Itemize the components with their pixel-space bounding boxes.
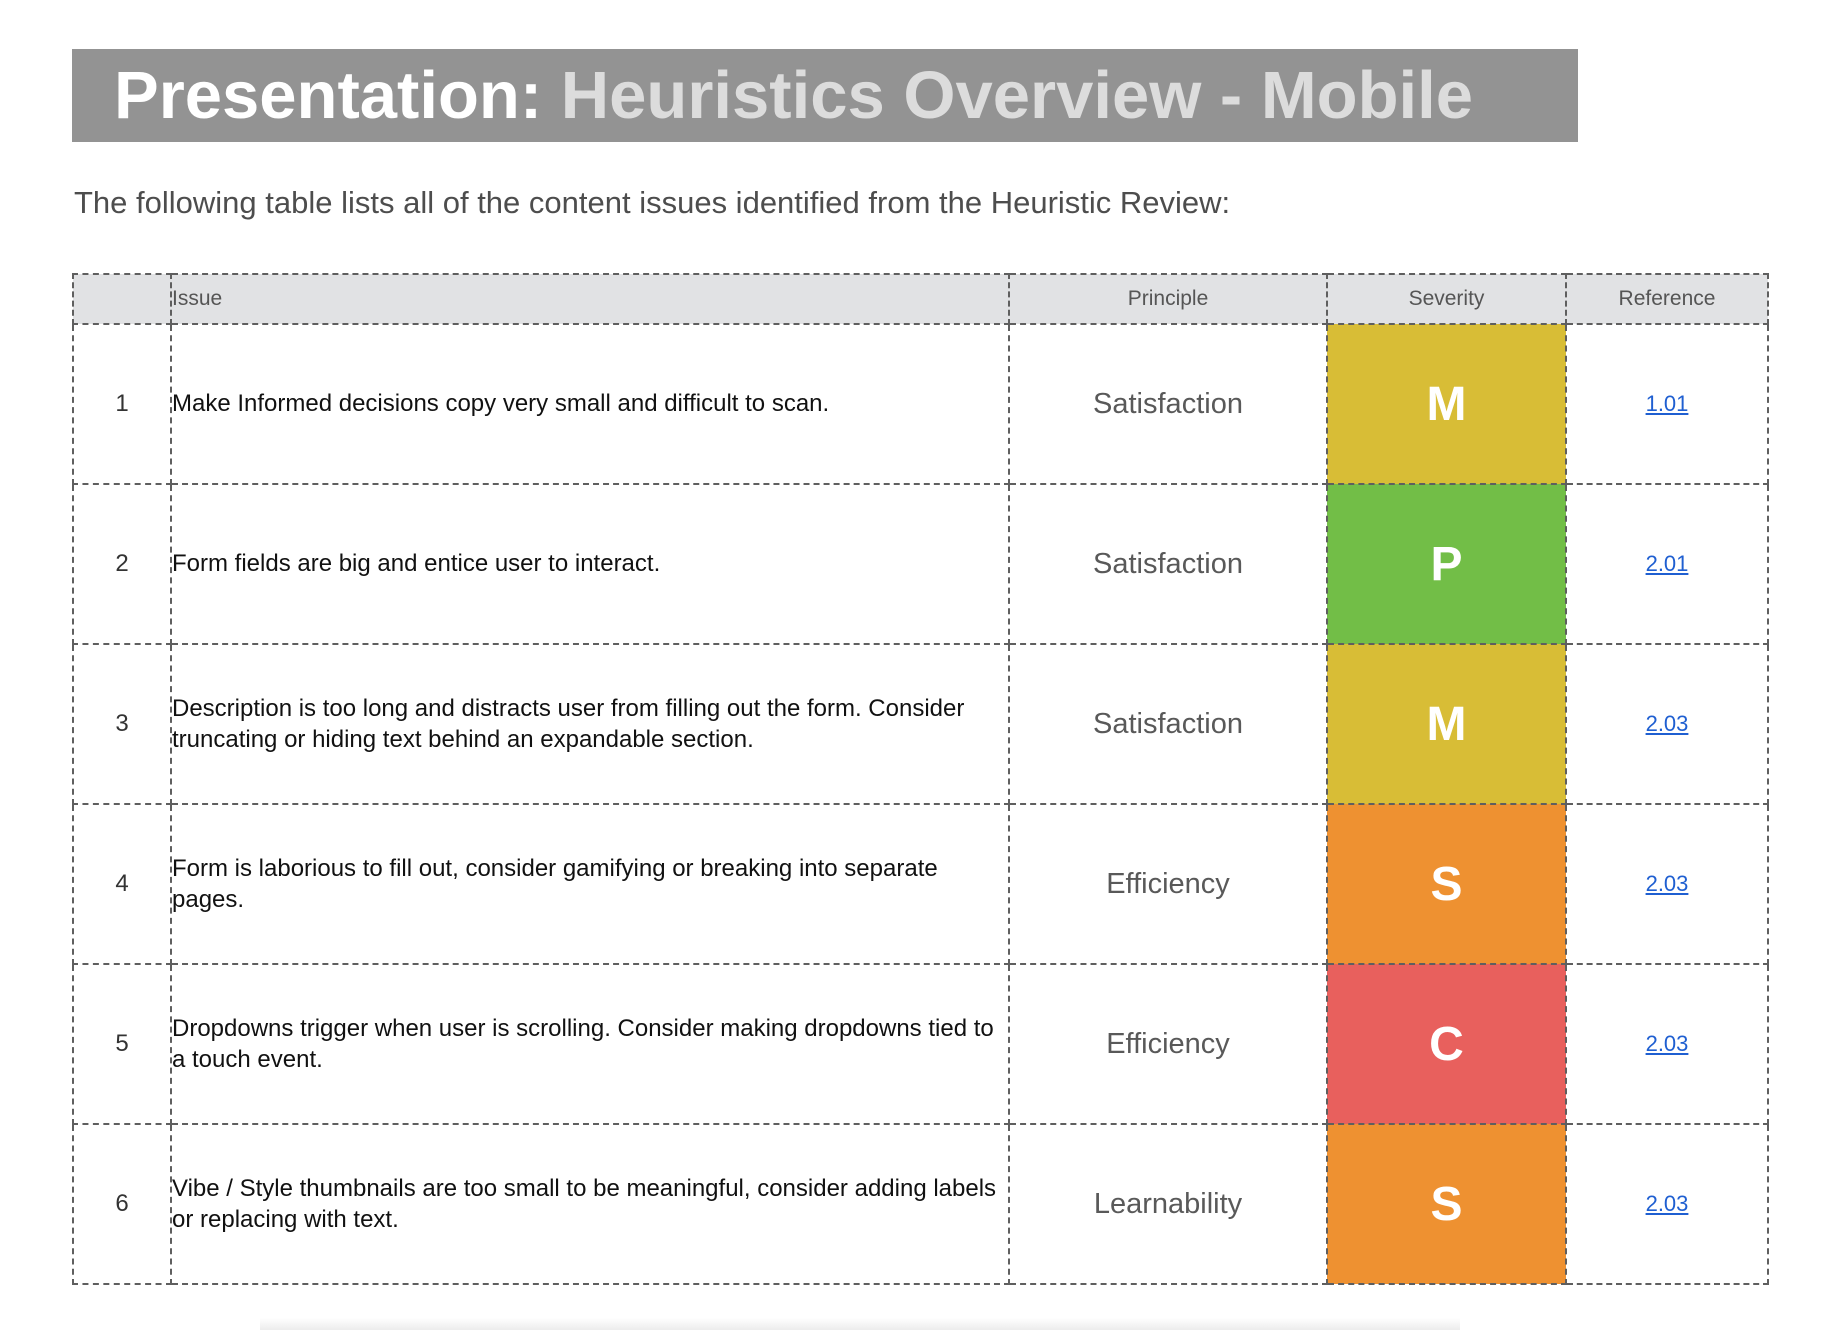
reference-cell: 1.01 <box>1565 323 1769 485</box>
row-number: 4 <box>72 803 172 965</box>
table-row: 1 Make Informed decisions copy very smal… <box>72 323 1769 485</box>
table-row: 2 Form fields are big and entice user to… <box>72 483 1769 645</box>
reference-link[interactable]: 2.03 <box>1645 1031 1689 1056</box>
reference-link[interactable]: 1.01 <box>1645 391 1689 416</box>
row-number: 3 <box>72 643 172 805</box>
severity-badge: S <box>1326 1123 1567 1285</box>
reference-link[interactable]: 2.03 <box>1645 871 1689 896</box>
severity-badge: M <box>1326 643 1567 805</box>
reference-cell: 2.03 <box>1565 963 1769 1125</box>
issue-description: Dropdowns trigger when user is scrolling… <box>170 963 1010 1125</box>
principle-cell: Satisfaction <box>1008 323 1328 485</box>
header-severity: Severity <box>1326 273 1567 325</box>
page-title-prefix: Presentation: <box>114 58 543 133</box>
issue-description: Form is laborious to fill out, consider … <box>170 803 1010 965</box>
row-number: 6 <box>72 1123 172 1285</box>
header-number <box>72 273 172 325</box>
principle-cell: Efficiency <box>1008 803 1328 965</box>
issue-description: Form fields are big and entice user to i… <box>170 483 1010 645</box>
row-number: 5 <box>72 963 172 1125</box>
table-row: 4 Form is laborious to fill out, conside… <box>72 803 1769 965</box>
issue-description: Vibe / Style thumbnails are too small to… <box>170 1123 1010 1285</box>
reference-cell: 2.03 <box>1565 643 1769 805</box>
severity-badge: P <box>1326 483 1567 645</box>
row-number: 1 <box>72 323 172 485</box>
table-row: 5 Dropdowns trigger when user is scrolli… <box>72 963 1769 1125</box>
reference-cell: 2.03 <box>1565 1123 1769 1285</box>
principle-cell: Efficiency <box>1008 963 1328 1125</box>
row-number: 2 <box>72 483 172 645</box>
principle-cell: Learnability <box>1008 1123 1328 1285</box>
reference-cell: 2.01 <box>1565 483 1769 645</box>
principle-cell: Satisfaction <box>1008 643 1328 805</box>
page-bottom-shadow <box>260 1318 1460 1330</box>
issues-table: Issue Principle Severity Reference 1 Mak… <box>72 273 1769 1285</box>
header-reference: Reference <box>1565 273 1769 325</box>
page-title: Heuristics Overview - Mobile <box>560 58 1474 133</box>
reference-link[interactable]: 2.01 <box>1645 551 1689 576</box>
issue-description: Make Informed decisions copy very small … <box>170 323 1010 485</box>
issue-description: Description is too long and distracts us… <box>170 643 1010 805</box>
severity-badge: M <box>1326 323 1567 485</box>
severity-badge: S <box>1326 803 1567 965</box>
intro-text: The following table lists all of the con… <box>74 185 1231 220</box>
principle-cell: Satisfaction <box>1008 483 1328 645</box>
reference-link[interactable]: 2.03 <box>1645 711 1689 736</box>
header-issue: Issue <box>170 273 1010 325</box>
table-header-row: Issue Principle Severity Reference <box>72 273 1769 325</box>
header-principle: Principle <box>1008 273 1328 325</box>
severity-badge: C <box>1326 963 1567 1125</box>
table-row: 6 Vibe / Style thumbnails are too small … <box>72 1123 1769 1285</box>
table-row: 3 Description is too long and distracts … <box>72 643 1769 805</box>
reference-cell: 2.03 <box>1565 803 1769 965</box>
reference-link[interactable]: 2.03 <box>1645 1191 1689 1216</box>
page-title-bar: Presentation: Heuristics Overview - Mobi… <box>72 49 1578 142</box>
